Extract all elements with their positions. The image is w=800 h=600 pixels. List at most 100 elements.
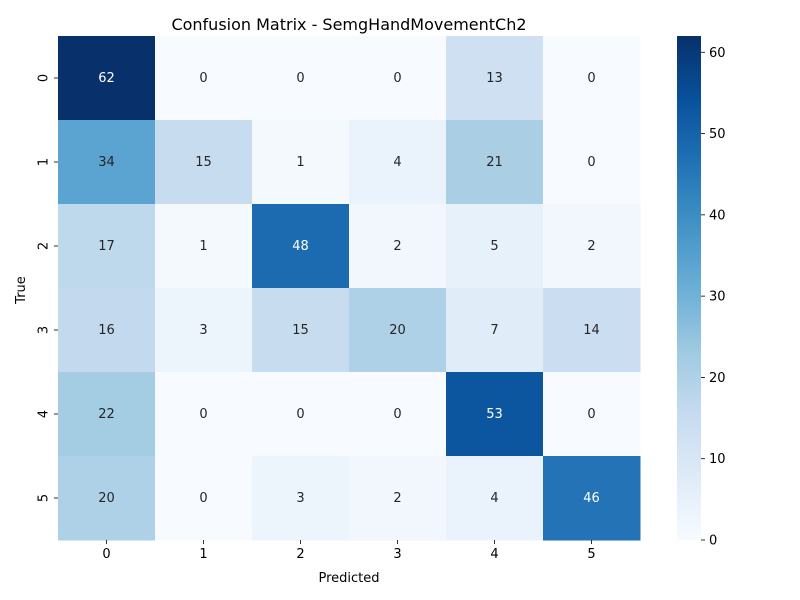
cell-value-label: 16 [98,323,115,338]
heatmap-cell [155,372,253,457]
cell-value-label: 0 [199,71,207,86]
colorbar-fill [677,36,701,540]
y-tick-label: 5 [37,494,52,502]
cell-value-label: 2 [393,239,401,254]
x-tick-label: 4 [490,547,498,562]
heatmap-cell [252,288,350,373]
heatmap-cell [252,456,350,541]
y-tick-label: 2 [37,242,52,250]
heatmap-cell [155,204,253,289]
cell-value-label: 0 [393,71,401,86]
heatmap-cell [349,36,447,121]
cell-value-label: 0 [199,491,207,506]
heatmap-cell [252,120,350,205]
heatmap-cell [543,204,641,289]
heatmap-cell [543,120,641,205]
cell-value-label: 3 [199,323,207,338]
cell-value-label: 0 [587,407,595,422]
colorbar-tick-label: 0 [709,534,717,549]
heatmap-cell [58,120,156,205]
heatmap-cell [543,36,641,121]
heatmap-cell [58,36,156,121]
heatmap-cell [446,456,544,541]
cell-value-label: 2 [393,491,401,506]
cell-value-label: 15 [292,323,309,338]
y-tick-label: 0 [37,74,52,82]
cell-value-label: 21 [486,155,503,170]
heatmap-cell [446,120,544,205]
x-tick-label: 2 [296,547,304,562]
heatmap-cell [349,120,447,205]
heatmap-cell [349,456,447,541]
heatmap-cell [58,456,156,541]
heatmap-cell [349,372,447,457]
heatmap-cell [349,204,447,289]
cell-value-label: 53 [486,407,503,422]
heatmap-cell [252,204,350,289]
heatmap-cell [155,456,253,541]
cell-value-label: 7 [490,323,498,338]
heatmap-cell [446,204,544,289]
cell-value-label: 3 [296,491,304,506]
heatmap-cell [155,288,253,373]
y-tick-label: 3 [37,326,52,334]
cell-value-label: 20 [98,491,115,506]
x-tick-label: 3 [393,547,401,562]
heatmap-cell [446,36,544,121]
heatmap-cell [543,288,641,373]
cell-value-label: 0 [296,407,304,422]
cell-value-label: 2 [587,239,595,254]
cell-value-label: 20 [389,323,406,338]
cell-value-label: 1 [296,155,304,170]
heatmap-cell [349,288,447,373]
cell-value-label: 0 [393,407,401,422]
colorbar-tick-label: 60 [709,46,726,61]
x-axis-label: Predicted [318,571,379,586]
cell-value-label: 1 [199,239,207,254]
cell-value-label: 48 [292,239,309,254]
cell-value-label: 0 [296,71,304,86]
cell-value-label: 46 [583,491,600,506]
x-tick-label: 1 [199,547,207,562]
heatmap-cell [155,36,253,121]
heatmap-cell [446,288,544,373]
colorbar-tick-label: 40 [709,208,726,223]
cell-value-label: 15 [195,155,212,170]
colorbar-tick-label: 10 [709,452,726,467]
cell-value-label: 4 [393,155,401,170]
x-tick-label: 5 [587,547,595,562]
cell-value-label: 5 [490,239,498,254]
heatmap-cell [252,372,350,457]
cell-value-label: 14 [583,323,600,338]
heatmap-cell [155,120,253,205]
colorbar-tick-label: 50 [709,127,726,142]
cell-value-label: 0 [587,71,595,86]
y-tick-label: 1 [37,158,52,166]
cell-value-label: 22 [98,407,115,422]
cell-value-label: 34 [98,155,115,170]
colorbar-tick-label: 20 [709,371,726,386]
cell-value-label: 17 [98,239,115,254]
heatmap-cell [543,372,641,457]
x-axis: 0 1 2 3 4 5 [102,540,596,562]
heatmap-cell [252,36,350,121]
x-tick-label: 0 [102,547,110,562]
y-tick-label: 4 [37,410,52,418]
colorbar-tick-label: 30 [709,290,726,305]
chart-title: Confusion Matrix - SemgHandMovementCh2 [171,15,526,34]
heatmap-cell [58,288,156,373]
cell-value-label: 0 [199,407,207,422]
cell-value-label: 13 [486,71,503,86]
colorbar: 0 10 20 30 40 50 60 [677,36,726,549]
heatmap-cell [58,204,156,289]
heatmap-cell [543,456,641,541]
cell-value-label: 0 [587,155,595,170]
cell-value-label: 4 [490,491,498,506]
cell-value-label: 62 [98,71,115,86]
heatmap-cell [446,372,544,457]
y-axis-label: True [14,276,29,305]
heatmap-cell [58,372,156,457]
y-axis: 0 1 2 3 4 5 [37,74,58,502]
